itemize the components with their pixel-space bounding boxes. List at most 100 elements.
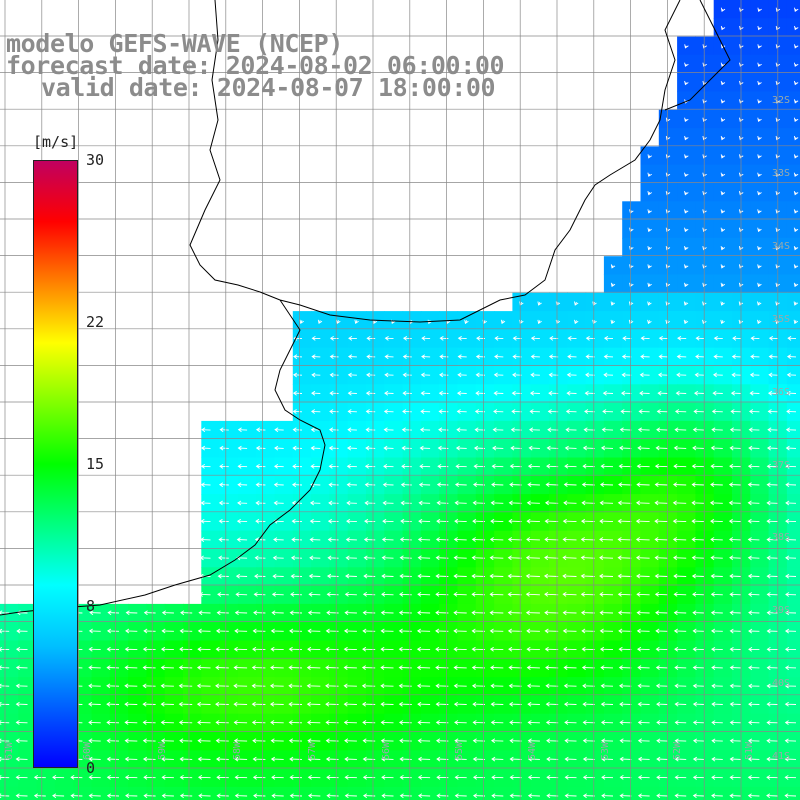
wind-arrow: [124, 738, 138, 744]
wind-arrow: [343, 665, 357, 670]
wind-arrow: [757, 117, 762, 122]
wind-arrow: [381, 555, 394, 561]
wind-cell: [567, 530, 587, 550]
wind-arrow: [747, 518, 760, 524]
wind-arrow: [380, 665, 394, 670]
wind-arrow: [88, 646, 101, 652]
wind-arrow: [417, 610, 431, 616]
wind-cell: [475, 366, 495, 385]
wind-arrow: [728, 518, 742, 524]
longitude-label: 58W: [232, 741, 243, 760]
wind-arrow: [527, 701, 540, 707]
wind-arrow: [619, 720, 632, 725]
wind-arrow: [546, 738, 559, 744]
wind-arrow: [15, 665, 28, 671]
wind-cell: [786, 73, 800, 93]
wind-cell: [567, 640, 587, 660]
wind-cell: [402, 585, 422, 605]
wind-arrow: [672, 537, 687, 542]
wind-cell: [366, 475, 385, 495]
wind-arrow: [366, 354, 376, 360]
wind-cell: [256, 585, 276, 605]
wind-arrow: [179, 628, 193, 634]
wind-arrow: [124, 701, 138, 707]
wind-arrow: [784, 683, 797, 689]
wind-arrow: [711, 683, 723, 689]
wind-arrow: [384, 354, 394, 360]
wind-cell: [329, 677, 349, 696]
wind-arrow: [233, 665, 248, 670]
wind-cell: [494, 420, 513, 440]
wind-arrow: [610, 282, 616, 288]
wind-cell: [439, 585, 459, 605]
wind-arrow: [251, 683, 266, 689]
wind-arrow: [621, 354, 632, 359]
wind-cell: [164, 640, 184, 660]
wind-arrow: [647, 246, 652, 251]
wind-arrow: [785, 592, 797, 597]
wind-cell: [530, 640, 550, 660]
wind-arrow: [0, 628, 10, 634]
wind-arrow: [673, 628, 687, 634]
wind-arrow: [747, 500, 760, 506]
wind-arrow: [757, 190, 762, 196]
wind-arrow: [507, 573, 522, 579]
wind-arrow: [720, 227, 726, 233]
wind-arrow: [52, 775, 65, 780]
wind-cell: [457, 457, 477, 477]
latitude-label: 41S: [772, 751, 790, 762]
wind-cell: [494, 494, 513, 513]
wind-cell: [128, 768, 147, 788]
wind-arrow: [253, 610, 266, 616]
longitude-label: 54W: [527, 741, 538, 760]
wind-cell: [18, 786, 38, 800]
wind-cell: [274, 603, 294, 623]
wind-arrow: [439, 336, 449, 341]
wind-cell: [384, 640, 404, 660]
wind-cell: [183, 732, 202, 751]
wind-cell: [786, 256, 800, 276]
wind-cell: [585, 677, 605, 696]
wind-arrow: [530, 372, 540, 378]
wind-arrow: [785, 555, 797, 561]
wind-cell: [622, 530, 642, 550]
wind-cell: [475, 420, 495, 440]
wind-arrow: [197, 756, 211, 762]
wind-arrow: [563, 665, 577, 670]
wind-cell: [549, 640, 568, 660]
wind-cell: [695, 695, 715, 715]
wind-arrow: [106, 628, 120, 634]
wind-cell: [640, 457, 660, 477]
wind-arrow: [216, 775, 229, 780]
wind-arrow: [618, 628, 632, 634]
wind-cell: [0, 695, 19, 715]
wind-cell: [146, 786, 166, 800]
wind-arrow: [720, 172, 726, 177]
wind-cell: [146, 658, 166, 678]
wind-arrow: [343, 646, 357, 652]
wind-cell: [585, 732, 605, 751]
wind-cell: [658, 530, 678, 550]
wind-cell: [475, 713, 495, 733]
wind-arrow: [527, 775, 540, 780]
wind-arrow: [307, 610, 321, 616]
wind-arrow: [454, 775, 467, 780]
wind-arrow: [383, 427, 394, 433]
wind-arrow: [328, 427, 339, 433]
wind-cell: [494, 640, 513, 660]
wind-arrow: [637, 445, 650, 451]
wind-arrow: [197, 646, 211, 652]
wind-arrow: [15, 738, 28, 744]
wind-arrow: [768, 336, 778, 341]
wind-cell: [402, 622, 422, 642]
wind-cell: [603, 658, 623, 678]
wind-arrow: [273, 537, 284, 542]
wind-arrow: [620, 409, 632, 414]
wind-arrow: [793, 301, 799, 306]
wind-arrow: [88, 628, 101, 634]
wind-cell: [420, 750, 440, 770]
wind-arrow: [528, 427, 540, 433]
wind-cell: [292, 786, 312, 800]
wind-cell: [640, 695, 660, 715]
wind-cell: [622, 567, 642, 587]
